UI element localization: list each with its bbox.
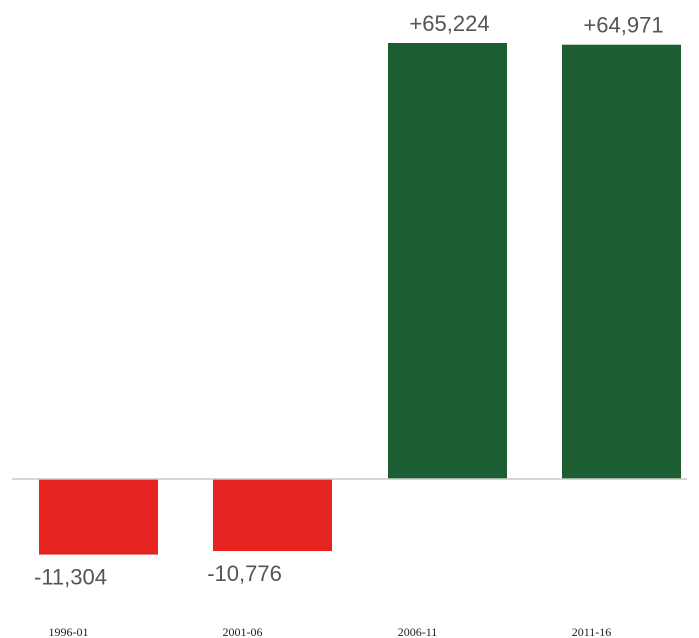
bar-2011-16 — [562, 44, 681, 479]
bar-2006-11 — [388, 43, 507, 479]
x-tick-label-2011-16: 2011-16 — [572, 625, 612, 638]
x-axis-tick-labels: 1996-01 2001-06 2006-11 2011-16 — [49, 625, 612, 638]
value-labels-group: -11,304 -10,776 +65,224 +64,971 — [34, 11, 664, 590]
data-label-2006-11: +65,224 — [409, 11, 489, 36]
data-label-2001-06: -10,776 — [207, 561, 282, 586]
x-tick-label-1996-01: 1996-01 — [49, 625, 89, 638]
x-tick-label-2001-06: 2001-06 — [223, 625, 263, 638]
data-label-1996-01: -11,304 — [34, 565, 107, 590]
data-label-2011-16: +64,971 — [583, 13, 663, 38]
bars-group — [39, 43, 681, 555]
x-tick-label-2006-11: 2006-11 — [398, 625, 438, 638]
bar-1996-01 — [39, 479, 158, 555]
bar-2001-06 — [213, 479, 332, 552]
